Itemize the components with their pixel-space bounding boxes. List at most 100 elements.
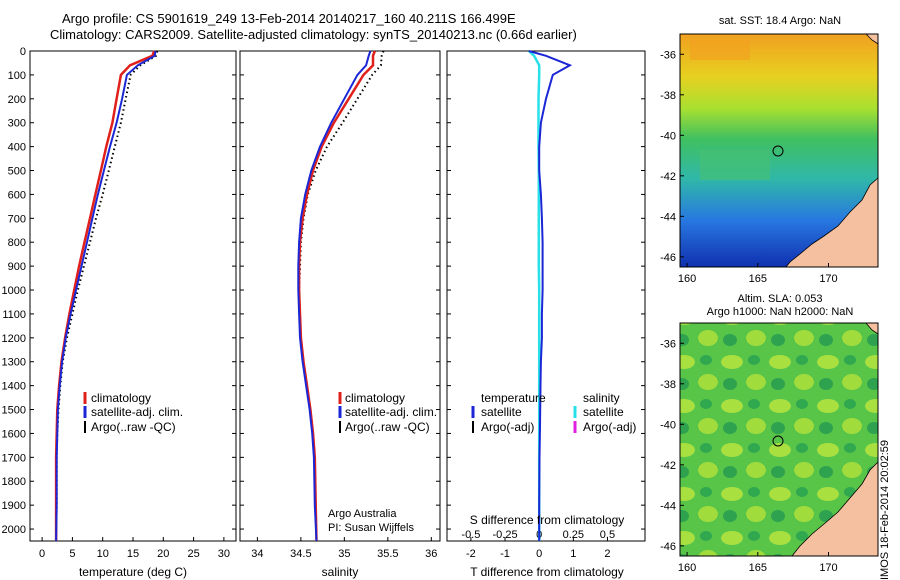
- salinity-note-1: Argo Australia: [328, 508, 397, 520]
- depth-tick-label: 1200: [2, 333, 26, 345]
- difference-s-tick-label: -0.25: [492, 529, 517, 541]
- sst-map: sat. SST: 18.4 Argo: NaN: [679, 15, 879, 268]
- legend-label: satellite: [583, 405, 624, 419]
- title-line-2: Climatology: CARS2009. Satellite-adjuste…: [50, 27, 577, 42]
- depth-tick-label: 700: [8, 213, 26, 225]
- depth-tick-label: 1900: [2, 500, 26, 512]
- sst-frame: [679, 33, 879, 268]
- legend-label: climatology: [91, 391, 151, 405]
- salinity-tick-label: 35: [338, 548, 350, 560]
- series-climatology: [297, 50, 376, 542]
- sst-map-title: sat. SST: 18.4 Argo: NaN: [719, 15, 841, 27]
- sla-frame: [679, 322, 879, 557]
- lat-tick-label: -44: [660, 211, 676, 223]
- argo-position-marker: [772, 435, 784, 447]
- sst-warm-patch: [690, 40, 750, 60]
- difference-s-tick-label: 0.25: [563, 529, 584, 541]
- series-satellite: [55, 50, 157, 542]
- sla-map-title-1: Altim. SLA: 0.053: [738, 293, 823, 305]
- legend-label: Argo(..raw -QC): [345, 420, 430, 434]
- salinity-xlabel: salinity: [322, 565, 359, 579]
- temperature-legend: climatology satellite-adj. clim. Argo(..…: [83, 391, 183, 434]
- lon-tick-label: 170: [819, 562, 837, 574]
- legend-label: satellite-adj. clim.: [345, 405, 437, 419]
- lon-tick-label: 160: [678, 562, 696, 574]
- depth-tick-label: 1500: [2, 405, 26, 417]
- lat-tick-label: -36: [660, 49, 676, 61]
- depth-tick-label: 300: [8, 118, 26, 130]
- lon-tick-label: 160: [678, 273, 696, 285]
- temperature-tick-label: 0: [39, 548, 45, 560]
- legend-label: satellite: [481, 405, 522, 419]
- salinity-legend: climatology satellite-adj. clim. Argo(..…: [338, 391, 437, 434]
- plot-frame: [239, 50, 441, 542]
- temperature-tick-label: 10: [97, 548, 109, 560]
- series-climatology: [54, 50, 156, 541]
- difference-t-tick-label: 0: [536, 548, 542, 560]
- series-salinity-satellite: [528, 50, 541, 541]
- depth-tick-label: 800: [8, 237, 26, 249]
- depth-tick-label: 1400: [2, 381, 26, 393]
- difference-t-tick-label: 2: [604, 548, 610, 560]
- legend-label: Argo(..raw -QC): [91, 420, 176, 434]
- lon-tick-label: 170: [819, 273, 837, 285]
- depth-tick-label: 200: [8, 94, 26, 106]
- depth-tick-label: 0: [20, 46, 26, 58]
- lat-tick-label: -38: [660, 379, 676, 391]
- difference-t-tick-label: 1: [570, 548, 576, 560]
- series-satellite: [297, 50, 372, 542]
- legend-heading: temperature: [481, 391, 546, 405]
- depth-tick-label: 400: [8, 142, 26, 154]
- salinity-panel: 34 34.5 35 35.5 36: [239, 50, 441, 560]
- salinity-tick-label: 35.5: [377, 548, 398, 560]
- series-argo: [298, 50, 385, 542]
- lat-tick-label: -42: [660, 460, 676, 472]
- difference-s-tick-label: -0.5: [461, 529, 480, 541]
- legend-heading: salinity: [583, 391, 620, 405]
- lat-tick-label: -46: [660, 252, 676, 264]
- depth-tick-label: 2000: [2, 524, 26, 536]
- argo-position-marker: [772, 145, 784, 157]
- series-argo: [55, 50, 159, 542]
- depth-tick-label: 100: [8, 70, 26, 82]
- lat-tick-label: -46: [660, 541, 676, 553]
- legend-label: Argo(-adj): [583, 420, 636, 434]
- series-temperature-satellite: [528, 50, 573, 541]
- lat-tick-label: -42: [660, 171, 676, 183]
- lat-tick-label: -38: [660, 90, 676, 102]
- depth-tick-label: 1100: [2, 309, 26, 321]
- temperature-xlabel: temperature (deg C): [79, 565, 187, 579]
- lon-tick-label: 165: [749, 562, 767, 574]
- plot-frame: [29, 50, 237, 542]
- lat-tick-label: -40: [660, 130, 676, 142]
- depth-tick-label: 1600: [2, 428, 26, 440]
- temperature-tick-label: 30: [218, 548, 230, 560]
- lat-tick-label: -36: [660, 338, 676, 350]
- lon-tick-label: 165: [749, 273, 767, 285]
- temperature-tick-label: 15: [127, 548, 139, 560]
- depth-tick-label: 1800: [2, 476, 26, 488]
- difference-s-tick-label: 0.5: [600, 529, 615, 541]
- salinity-tick-label: 34: [251, 548, 263, 560]
- depth-tick-label: 600: [8, 189, 26, 201]
- title-line-1: Argo profile: CS 5901619_249 13-Feb-2014…: [62, 11, 516, 26]
- salinity-note-2: PI: Susan Wijffels: [328, 522, 414, 534]
- difference-t-tick-label: -1: [500, 548, 510, 560]
- depth-tick-label: 1000: [2, 285, 26, 297]
- sla-map-title-2: Argo h1000: NaN h2000: NaN: [707, 306, 854, 318]
- depth-tick-label: 1700: [2, 452, 26, 464]
- difference-t-tick-label: -2: [466, 548, 476, 560]
- difference-panel: -2 -1 0 1 2-0.5 -0.25 0 0.25 0.5: [446, 50, 646, 560]
- salinity-tick-label: 34.5: [290, 548, 311, 560]
- depth-tick-label: 900: [8, 261, 26, 273]
- legend-label: climatology: [345, 391, 405, 405]
- lat-tick-label: -40: [660, 419, 676, 431]
- salinity-tick-label: 36: [425, 548, 437, 560]
- lat-tick-label: -44: [660, 500, 676, 512]
- difference-xlabel: T difference from climatology: [470, 565, 624, 579]
- difference-top-label: S difference from climatology: [470, 513, 625, 527]
- legend-label: Argo(-adj): [481, 420, 534, 434]
